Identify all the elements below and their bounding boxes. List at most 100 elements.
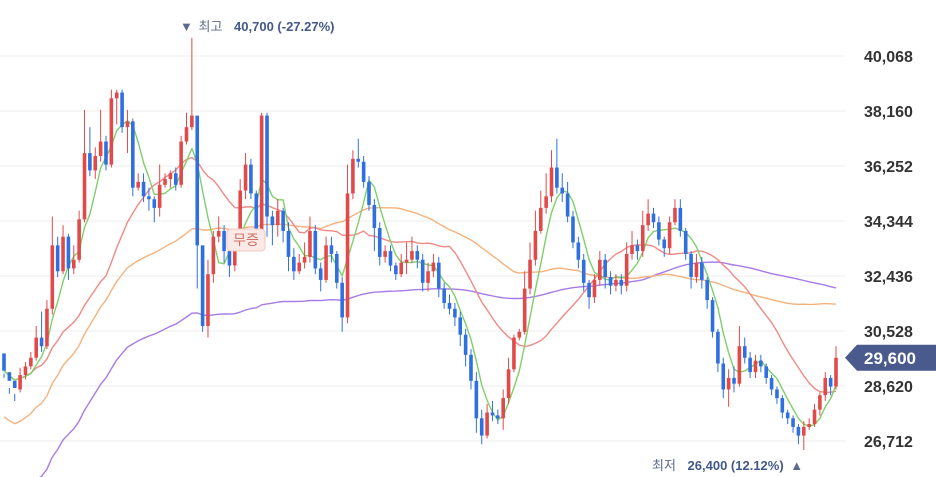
- candle: [243, 153, 248, 200]
- candle-body: [281, 210, 285, 231]
- candle-body: [769, 377, 774, 390]
- candle: [801, 421, 806, 450]
- candle: [646, 199, 650, 231]
- candle: [598, 251, 602, 286]
- candle-body: [66, 236, 71, 269]
- candle-body: [614, 279, 618, 286]
- candle-body: [98, 141, 103, 156]
- candle-body: [678, 207, 683, 231]
- y-tick-label: 32,436: [864, 269, 913, 286]
- candle: [399, 253, 404, 278]
- candle-body: [249, 164, 253, 194]
- candle: [775, 386, 779, 404]
- candle: [759, 354, 763, 373]
- candle: [114, 89, 119, 125]
- candle-body: [125, 121, 130, 128]
- candle-body: [7, 372, 12, 381]
- candle: [163, 173, 167, 188]
- candle-body: [683, 230, 688, 254]
- candle-body: [114, 92, 119, 99]
- y-tick-label: 38,160: [864, 104, 913, 121]
- candle-body: [506, 369, 511, 399]
- candle: [651, 207, 656, 229]
- high-marker-icon: ▼: [180, 19, 193, 34]
- candle: [689, 251, 693, 289]
- candle-body: [700, 262, 704, 280]
- candle: [361, 155, 366, 188]
- candle: [834, 346, 838, 390]
- candle-body: [533, 230, 538, 260]
- candle: [474, 372, 479, 433]
- candle-body: [555, 167, 559, 188]
- candle: [662, 236, 667, 257]
- y-tick-label: 30,528: [864, 324, 913, 341]
- candle: [71, 245, 76, 275]
- candle-body: [195, 115, 200, 246]
- candle-body: [71, 259, 76, 269]
- candle: [796, 424, 801, 445]
- candle: [431, 253, 436, 278]
- candle-body: [801, 426, 806, 436]
- candle-body: [694, 262, 699, 278]
- candle: [442, 282, 446, 309]
- candle-body: [710, 300, 715, 332]
- event-tag[interactable]: 무증: [226, 228, 266, 252]
- candle: [120, 89, 124, 133]
- candle-body: [152, 199, 157, 208]
- candle-body: [61, 236, 65, 272]
- candle: [716, 328, 720, 373]
- candle-body: [565, 193, 570, 217]
- candle: [136, 173, 140, 191]
- candle-body: [796, 426, 801, 436]
- candle: [200, 245, 205, 332]
- candle-body: [748, 357, 752, 373]
- candle-body: [259, 115, 264, 231]
- candle-body: [120, 92, 124, 128]
- candle: [710, 297, 715, 338]
- candle: [764, 363, 769, 384]
- candle: [152, 196, 157, 223]
- candle: [340, 277, 344, 332]
- candle: [372, 199, 377, 252]
- candle: [630, 230, 634, 260]
- candle-body: [318, 268, 323, 280]
- candle-body: [50, 245, 55, 309]
- candle-body: [18, 375, 22, 390]
- candle-body: [780, 398, 785, 413]
- candle: [705, 277, 709, 309]
- candle-body: [705, 279, 709, 301]
- candle-body: [93, 155, 98, 171]
- candle: [147, 187, 151, 211]
- candle: [732, 366, 736, 393]
- candle: [667, 216, 672, 254]
- candle: [88, 127, 92, 177]
- candle-body: [522, 288, 527, 332]
- candle: [624, 242, 629, 292]
- candle: [222, 225, 226, 263]
- candle: [549, 150, 554, 203]
- candle-body: [29, 357, 33, 367]
- candle: [458, 311, 463, 347]
- candle: [12, 380, 17, 401]
- candle-body: [479, 418, 484, 436]
- candle: [377, 222, 382, 266]
- candle-body: [308, 230, 312, 257]
- candle-body: [759, 360, 763, 367]
- candle-body: [206, 274, 210, 327]
- candle-body: [265, 115, 269, 217]
- candle: [211, 230, 216, 283]
- candle-body: [88, 153, 92, 171]
- candle-body: [463, 334, 468, 355]
- candle: [50, 216, 55, 315]
- candle: [34, 326, 39, 361]
- candle: [367, 176, 371, 211]
- candle-body: [646, 213, 650, 226]
- y-tick-label: 26,712: [864, 434, 913, 451]
- candle-body: [141, 181, 146, 197]
- candle-body: [356, 158, 361, 162]
- candle: [420, 253, 425, 292]
- candle: [313, 225, 318, 275]
- candle: [82, 109, 87, 223]
- candle: [66, 233, 71, 280]
- candle-body: [12, 380, 17, 389]
